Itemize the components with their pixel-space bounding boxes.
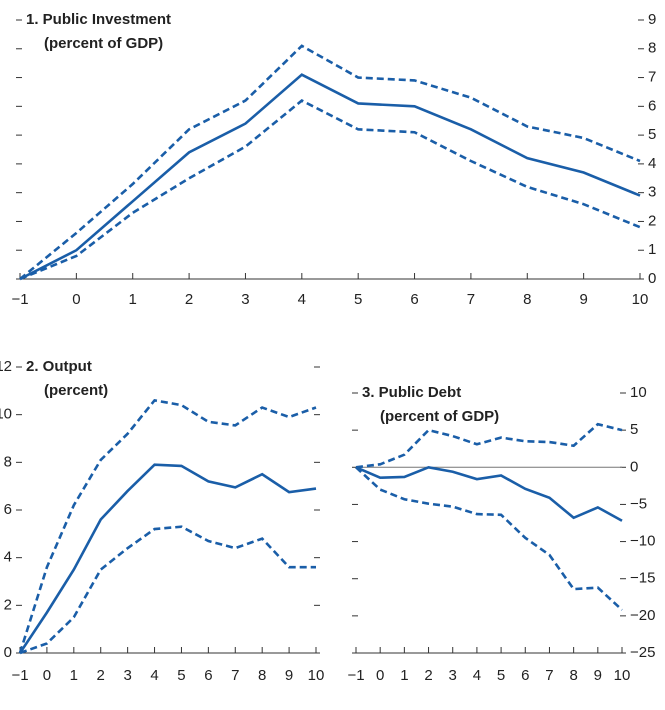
x-tick-label: 2 <box>424 667 432 684</box>
x-tick-label: 7 <box>467 291 475 308</box>
y-tick-label: 0 <box>648 270 656 287</box>
x-tick-label: 9 <box>579 291 587 308</box>
x-tick-label: 5 <box>177 667 185 684</box>
panel-subtitle: (percent of GDP) <box>380 408 499 425</box>
x-tick-label: 0 <box>376 667 384 684</box>
x-tick-label: 1 <box>400 667 408 684</box>
x-tick-label: 10 <box>308 667 325 684</box>
x-tick-label: 7 <box>545 667 553 684</box>
x-tick-label: 3 <box>449 667 457 684</box>
y-tick-label: 0 <box>4 644 12 661</box>
x-tick-label: 5 <box>497 667 505 684</box>
series-line <box>19 99 641 281</box>
y-tick-label: 0 <box>630 458 638 475</box>
x-tick-label: 3 <box>241 291 249 308</box>
x-tick-label: −1 <box>11 291 28 308</box>
y-tick-label: 9 <box>648 11 656 28</box>
y-tick-label: −25 <box>630 644 655 661</box>
panel-subtitle: (percent) <box>44 382 108 399</box>
y-tick-label: 4 <box>4 549 12 566</box>
x-tick-label: 8 <box>569 667 577 684</box>
series-line <box>19 73 641 281</box>
y-tick-label: 2 <box>4 596 12 613</box>
x-tick-label: 2 <box>97 667 105 684</box>
x-tick-label: 1 <box>129 291 137 308</box>
x-tick-label: 6 <box>204 667 212 684</box>
panel-title: 3. Public Debt <box>362 384 461 401</box>
panel-subtitle: (percent of GDP) <box>44 35 163 52</box>
x-tick-label: 7 <box>231 667 239 684</box>
x-tick-label: 10 <box>614 667 631 684</box>
series-line <box>355 465 623 522</box>
x-tick-label: 4 <box>298 291 306 308</box>
series-line <box>355 422 623 469</box>
y-tick-label: 8 <box>648 40 656 57</box>
y-tick-label: 8 <box>4 453 12 470</box>
y-tick-label: 6 <box>648 97 656 114</box>
x-tick-label: 4 <box>473 667 481 684</box>
x-tick-label: 6 <box>410 291 418 308</box>
x-tick-label: 5 <box>354 291 362 308</box>
y-tick-label: 10 <box>630 384 647 401</box>
x-tick-label: 4 <box>150 667 158 684</box>
series-line <box>18 398 317 654</box>
x-tick-label: 0 <box>72 291 80 308</box>
x-tick-label: 6 <box>521 667 529 684</box>
x-tick-label: 3 <box>123 667 131 684</box>
x-tick-label: 0 <box>43 667 51 684</box>
y-tick-label: −10 <box>630 533 655 550</box>
x-tick-label: 8 <box>523 291 531 308</box>
y-tick-label: 10 <box>0 406 12 423</box>
y-tick-label: 2 <box>648 212 656 229</box>
x-tick-label: 9 <box>285 667 293 684</box>
series-line <box>19 44 641 281</box>
y-tick-label: −5 <box>630 495 647 512</box>
x-tick-label: −1 <box>347 667 364 684</box>
y-tick-label: 3 <box>648 184 656 201</box>
y-tick-label: −20 <box>630 607 655 624</box>
y-tick-label: 1 <box>648 241 656 258</box>
x-tick-label: −1 <box>11 667 28 684</box>
x-tick-label: 8 <box>258 667 266 684</box>
y-tick-label: 5 <box>630 421 638 438</box>
series-line <box>18 463 317 654</box>
y-tick-label: 7 <box>648 69 656 86</box>
y-tick-label: 5 <box>648 126 656 143</box>
series-line <box>19 525 316 655</box>
panel-title: 2. Output <box>26 358 92 375</box>
panel-title: 1. Public Investment <box>26 11 171 28</box>
x-tick-label: 10 <box>632 291 649 308</box>
y-tick-label: 6 <box>4 501 12 518</box>
x-tick-label: 1 <box>70 667 78 684</box>
x-tick-label: 9 <box>594 667 602 684</box>
y-tick-label: −15 <box>630 570 655 587</box>
y-tick-label: 12 <box>0 358 12 375</box>
series-line <box>355 466 623 611</box>
y-tick-label: 4 <box>648 155 656 172</box>
x-tick-label: 2 <box>185 291 193 308</box>
